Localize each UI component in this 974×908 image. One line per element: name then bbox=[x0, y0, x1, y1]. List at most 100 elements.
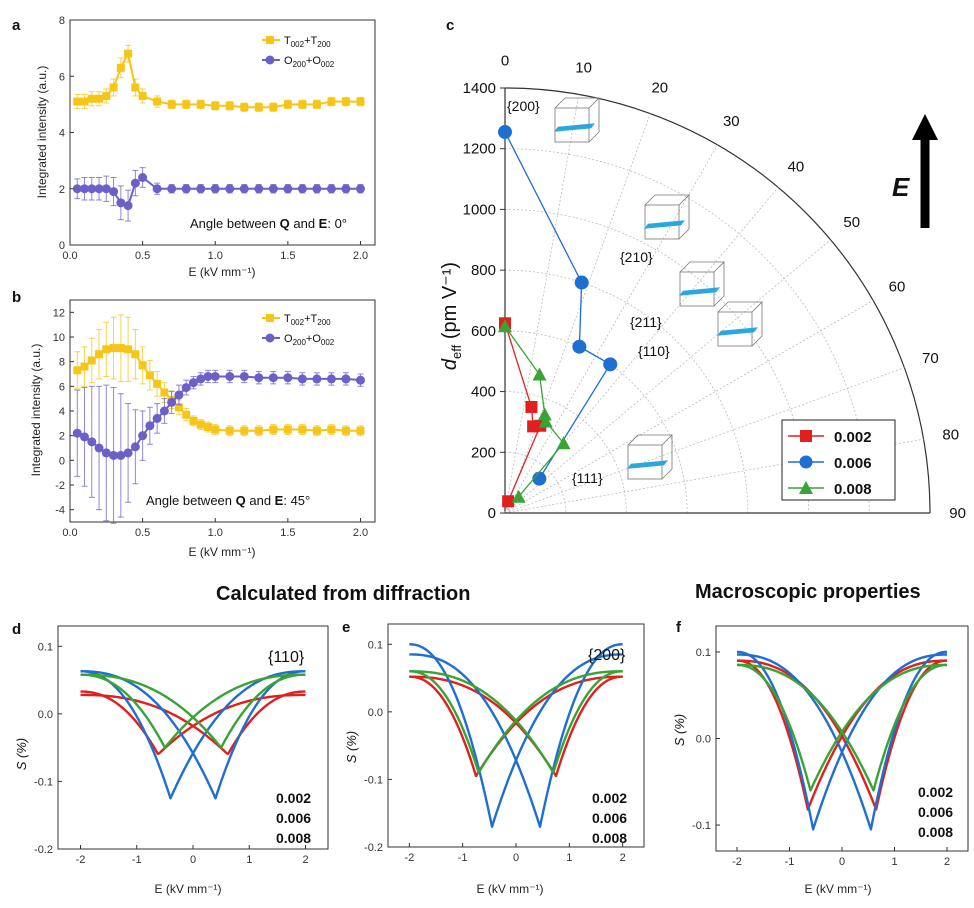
legend-label-o: O200+O002 bbox=[284, 55, 335, 69]
x-tick-label: -1 bbox=[458, 852, 468, 864]
data-point bbox=[196, 374, 206, 384]
data-point bbox=[532, 471, 547, 486]
data-point bbox=[297, 374, 307, 384]
data-point bbox=[537, 407, 552, 421]
x-tick-label: 0.0 bbox=[62, 527, 77, 539]
x-tick-label: -2 bbox=[732, 856, 742, 868]
data-point bbox=[138, 173, 148, 182]
panel-letter-b: b bbox=[12, 289, 21, 306]
data-point bbox=[268, 373, 278, 383]
x-tick-label: -1 bbox=[785, 856, 795, 868]
data-point bbox=[326, 184, 336, 194]
panel-b-xlabel: E (kV mm⁻¹) bbox=[189, 545, 256, 559]
data-point bbox=[269, 103, 278, 112]
polar-spoke bbox=[504, 438, 924, 514]
y-tick-label: 6 bbox=[59, 71, 65, 83]
r-tick-label: 1000 bbox=[463, 201, 496, 218]
y-tick-label: -0.2 bbox=[364, 842, 383, 854]
data-point bbox=[80, 184, 90, 194]
panel-e-xlabel: E (kV mm⁻¹) bbox=[477, 882, 544, 896]
cube-side bbox=[678, 195, 690, 240]
panel-c-ylabel: deff (pm V⁻¹) bbox=[439, 262, 464, 370]
data-point bbox=[138, 431, 148, 441]
panel-letter-c: c bbox=[446, 17, 454, 34]
cube-icon bbox=[627, 434, 673, 480]
data-point bbox=[167, 184, 177, 194]
data-point bbox=[356, 97, 365, 106]
y-tick-label: 6 bbox=[59, 381, 65, 393]
data-point bbox=[109, 344, 118, 353]
x-tick-label: 0.5 bbox=[135, 527, 150, 539]
data-point bbox=[240, 103, 249, 112]
angle-tick-label: 40 bbox=[788, 158, 805, 175]
legend-label-0008: 0.008 bbox=[834, 481, 872, 498]
data-point bbox=[283, 425, 292, 434]
data-point bbox=[355, 184, 365, 194]
y-tick-label: -0.1 bbox=[34, 776, 53, 788]
panel-letter-d: d bbox=[12, 621, 21, 638]
data-point bbox=[355, 375, 365, 385]
data-point bbox=[283, 373, 293, 383]
miller-label: {111} bbox=[572, 470, 603, 486]
series-line bbox=[504, 131, 612, 479]
series-line bbox=[76, 375, 361, 457]
data-point bbox=[603, 357, 618, 372]
panel-e-legend-0008: 0.008 bbox=[592, 830, 627, 846]
y-tick-label: 0.1 bbox=[368, 639, 383, 651]
angle-tick-label: 10 bbox=[575, 59, 592, 76]
panel-a-frame bbox=[69, 19, 376, 246]
data-point bbox=[87, 94, 96, 103]
data-point bbox=[145, 421, 155, 431]
panel-c-polar-grid: 0 10 20 30 40 50 60 70 80 90 0 200 400 600 800 1000 1200… bbox=[463, 52, 966, 522]
panel-f-plot bbox=[736, 650, 948, 831]
loop-0.006 bbox=[409, 643, 623, 828]
x-tick-label: 2.0 bbox=[353, 250, 368, 262]
series-o bbox=[72, 369, 365, 524]
data-point bbox=[196, 100, 205, 109]
cube-plane bbox=[679, 287, 720, 296]
data-point bbox=[502, 495, 515, 508]
angle-tick-label: 30 bbox=[723, 113, 740, 130]
data-point bbox=[94, 443, 104, 453]
panel-b: b 0.0 0.5 1.0 1.5 2.0 -4 -2 0 2 4 6 8 10 12 Integrate… bbox=[12, 289, 376, 559]
data-point bbox=[181, 383, 191, 393]
data-point bbox=[225, 371, 235, 381]
loop-reverse bbox=[736, 650, 948, 831]
loop-0.008 bbox=[736, 663, 948, 792]
data-point bbox=[116, 63, 125, 72]
y-tick-label: 0.0 bbox=[368, 707, 383, 719]
y-tick-label: 0 bbox=[59, 240, 65, 252]
data-point bbox=[356, 426, 365, 435]
legend-marker-0006 bbox=[799, 455, 813, 469]
data-point bbox=[174, 390, 184, 400]
x-tick-label: -2 bbox=[76, 854, 86, 866]
loop-reverse bbox=[80, 690, 306, 756]
cube-plane bbox=[717, 327, 758, 336]
data-point bbox=[101, 184, 111, 194]
panel-d-ylabel: S (%) bbox=[14, 738, 29, 771]
x-tick-label: -2 bbox=[404, 852, 414, 864]
data-point bbox=[94, 184, 104, 194]
data-point bbox=[269, 425, 278, 434]
legend-marker-0008 bbox=[799, 481, 813, 494]
y-tick-label: 8 bbox=[59, 15, 65, 27]
angle-tick-label: 20 bbox=[651, 80, 668, 97]
data-point bbox=[153, 379, 162, 388]
data-point bbox=[72, 184, 82, 194]
panel-a-ticks: 0.0 0.5 1.0 1.5 2.0 0 2 4 6 8 bbox=[59, 15, 368, 262]
data-point bbox=[159, 406, 169, 416]
data-point bbox=[239, 184, 249, 194]
polar-spoke bbox=[504, 187, 779, 514]
angle-tick-label: 60 bbox=[889, 279, 906, 296]
panel-a: a 0.0 0.5 1.0 1.5 2.0 0 2 4 6 8 Integrated intens… bbox=[12, 15, 376, 279]
data-point bbox=[123, 201, 133, 211]
loop-reverse bbox=[736, 659, 948, 811]
polar-arc bbox=[504, 391, 627, 514]
x-tick-label: 1.5 bbox=[280, 250, 295, 262]
data-point bbox=[153, 97, 162, 106]
data-point bbox=[312, 100, 321, 109]
data-point bbox=[210, 184, 220, 194]
data-point bbox=[283, 100, 292, 109]
data-point bbox=[109, 83, 118, 92]
polar-spoke bbox=[504, 367, 905, 514]
